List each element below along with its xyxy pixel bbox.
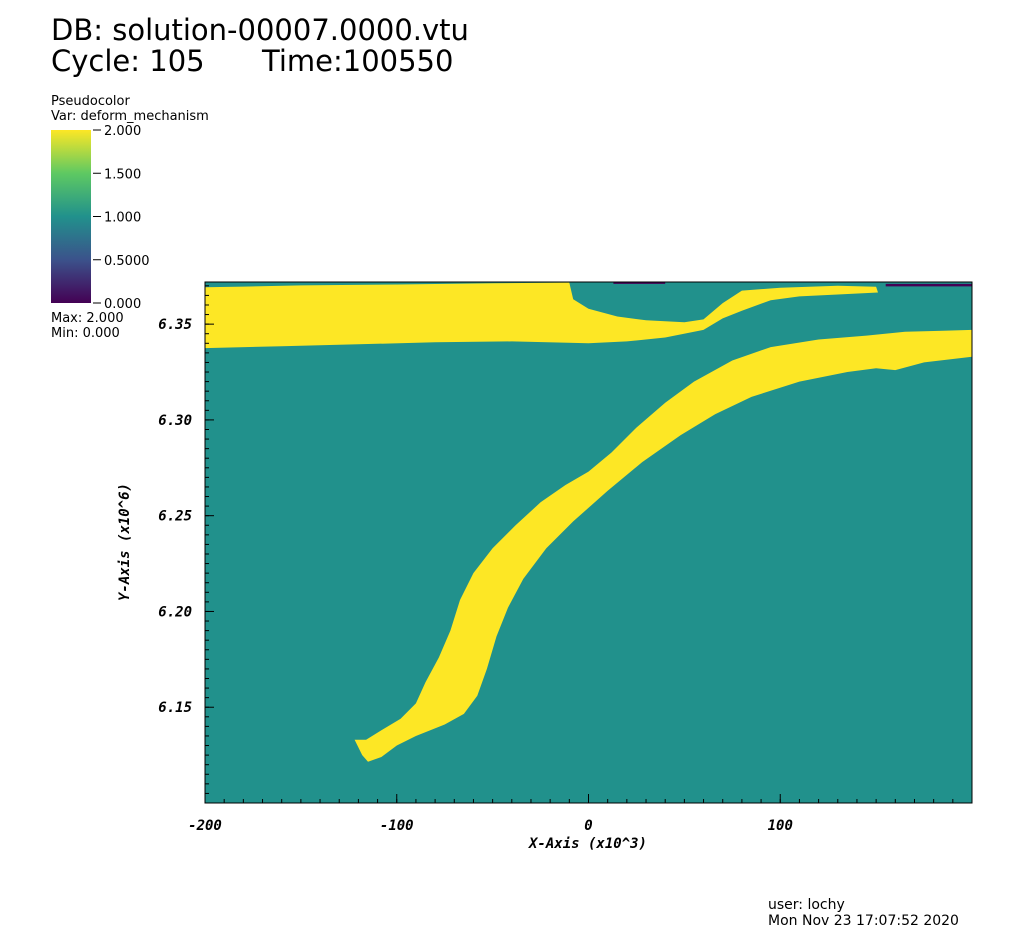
x-tick-label: -100	[380, 818, 414, 834]
region-0	[205, 282, 878, 349]
x-tick-label: -200	[188, 818, 222, 834]
footer-info: user: lochy Mon Nov 23 17:07:52 2020	[768, 897, 959, 929]
region-1	[354, 329, 972, 762]
date-label: Mon Nov 23 17:07:52 2020	[768, 913, 959, 929]
y-tick-label: 6.30	[158, 413, 192, 429]
colorbar-tick-label: 2.000	[104, 124, 141, 139]
colorbar-tick-label: 1.500	[104, 167, 141, 182]
colorbar-ticks: 2.000 1.500 1.000 0.5000 0.000	[93, 124, 150, 312]
legend-plot-type: Pseudocolor	[51, 94, 130, 109]
legend-min: Min: 0.000	[51, 326, 120, 341]
y-tick-label: 6.20	[158, 604, 192, 620]
colorbar-tick-label: 0.5000	[104, 254, 150, 269]
y-tick-label: 6.25	[158, 509, 192, 525]
y-axis-title: Y-Axis (x10^6)	[117, 483, 133, 601]
colorbar	[51, 130, 91, 303]
colorbar-tick-label: 1.000	[104, 211, 141, 226]
y-tick-label: 6.35	[158, 317, 192, 333]
legend-variable: Var: deform_mechanism	[51, 109, 209, 124]
y-tick-label: 6.15	[158, 700, 192, 716]
time-label: Time:100550	[262, 44, 454, 78]
x-tick-label: 100	[768, 818, 793, 834]
region-3	[885, 283, 972, 287]
user-label: user: lochy	[768, 897, 845, 913]
x-axis-title: X-Axis (x10^3)	[528, 836, 647, 852]
cycle-time-line: Cycle: 105 Time:100550	[51, 44, 453, 78]
colorbar-tick-label: 0.000	[104, 297, 141, 312]
x-tick-label: 0	[584, 818, 592, 834]
legend-max: Max: 2.000	[51, 311, 124, 326]
database-title: DB: solution-00007.0000.vtu	[51, 13, 469, 47]
cycle-label: Cycle: 105	[51, 44, 205, 78]
axes: -200 -100 0 100 6.15 6.20 6.25 6.30 6.35	[158, 285, 973, 834]
